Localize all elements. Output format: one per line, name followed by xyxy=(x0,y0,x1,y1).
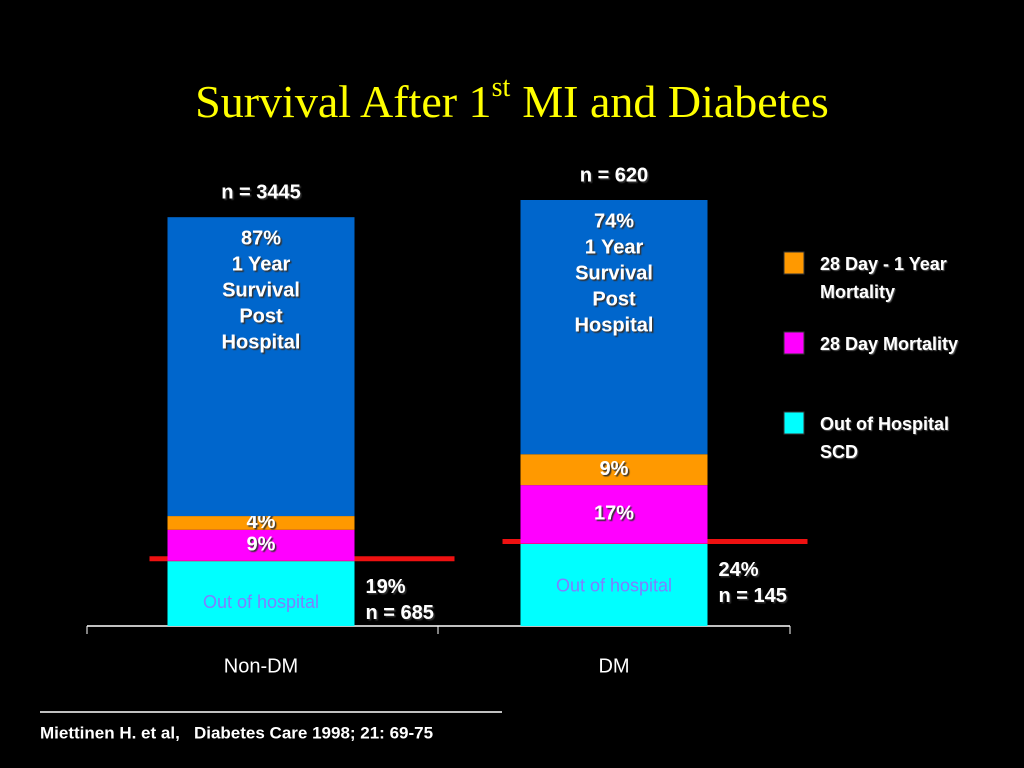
title-part: Survival After 1 xyxy=(195,76,491,127)
source: Miettinen H. et al, Diabetes Care 1998; … xyxy=(40,723,433,742)
segment-caption: Post xyxy=(239,305,283,327)
group-label: n = 620 xyxy=(580,164,648,186)
value-label: 24% xyxy=(719,559,759,581)
x-tick-label: Non-DM xyxy=(224,655,298,677)
legend-swatch xyxy=(783,411,805,435)
legend-label: 28 Day - 1 Year Mortality xyxy=(820,254,947,302)
segment-caption: Survival xyxy=(222,279,300,301)
segment-caption: Hospital xyxy=(575,314,654,336)
segment-caption: Out of hospital xyxy=(203,592,319,612)
group-label: n = 3445 xyxy=(221,181,301,203)
legend-swatch xyxy=(783,331,805,355)
value-label: 17% xyxy=(594,503,634,525)
bar-segment xyxy=(520,454,708,486)
x-tick-label: DM xyxy=(598,655,629,677)
value-label: 9% xyxy=(600,458,629,480)
bar-segment xyxy=(520,200,708,455)
legend-label: 28 Day Mortality xyxy=(820,334,959,354)
count-label: n = 685 xyxy=(366,602,434,624)
bar-segment xyxy=(167,560,355,626)
title-superscript: st xyxy=(492,72,511,103)
value-label: 19% xyxy=(366,576,406,598)
bar-segment xyxy=(167,516,355,530)
segment-caption: 1 Year xyxy=(232,253,291,275)
segment-caption: Hospital xyxy=(222,331,301,353)
segment-caption: Post xyxy=(592,288,636,310)
segment-caption: 1 Year xyxy=(585,236,644,258)
chart-title: Survival After 1st MI and Diabetes xyxy=(195,72,829,126)
value-label: 4% xyxy=(247,511,276,533)
bar-segment xyxy=(520,485,708,544)
title-part: MI and Diabetes xyxy=(522,76,829,127)
legend-label: Out of Hospital SCD xyxy=(820,414,949,462)
bar-segment xyxy=(520,543,708,626)
count-label: n = 145 xyxy=(719,585,787,607)
bar-segment xyxy=(167,217,355,517)
legend-swatch xyxy=(783,251,805,275)
value-label: 87% xyxy=(241,227,281,249)
value-label: 9% xyxy=(247,534,276,556)
segment-caption: Out of hospital xyxy=(556,575,672,595)
bar-segment xyxy=(167,529,355,561)
value-label: 74% xyxy=(594,210,634,232)
segment-caption: Survival xyxy=(575,262,653,284)
